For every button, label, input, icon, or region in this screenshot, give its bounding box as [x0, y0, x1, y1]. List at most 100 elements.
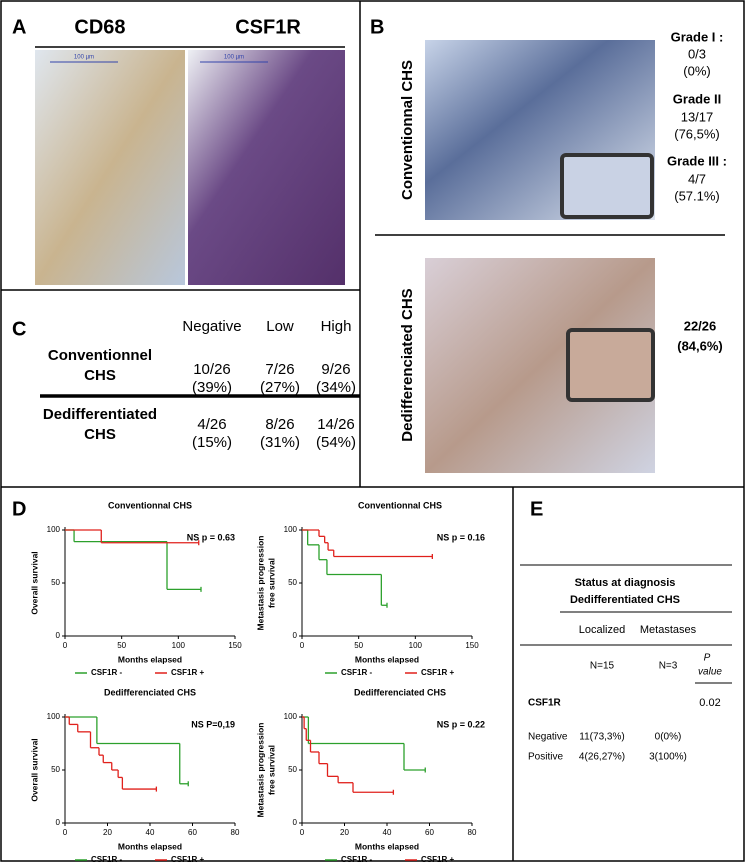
row-name: Negative: [528, 732, 568, 743]
y-tick-label: 100: [47, 712, 61, 721]
histology-image: [35, 50, 185, 285]
annotation: NS p = 0.16: [437, 532, 485, 542]
grade-name: Grade II: [673, 91, 721, 106]
cell-count: 14/26: [317, 416, 355, 433]
chart-title: Dedifferenciated CHS: [104, 687, 196, 697]
row-name: Positive: [528, 752, 563, 763]
row-name: Dedifferentiated: [43, 406, 157, 423]
chart-title: Conventionnal CHS: [358, 500, 442, 510]
column-header: Metastases: [640, 624, 697, 636]
p-value: 0.02: [699, 697, 720, 709]
x-tick-label: 60: [425, 828, 434, 837]
y-tick-label: 50: [288, 765, 297, 774]
legend-label: CSF1R -: [341, 668, 372, 677]
panel-label: A: [12, 16, 26, 38]
grade-pct: (57.1%): [674, 188, 720, 203]
chart-title: Conventionnal CHS: [108, 500, 192, 510]
column-header: Low: [266, 318, 294, 335]
stain-title: CD68: [74, 16, 125, 38]
y-tick-label: 100: [47, 525, 61, 534]
cell-count: 4/26: [197, 416, 226, 433]
p-header: P: [704, 653, 711, 664]
x-tick-label: 40: [383, 828, 392, 837]
grade-ratio: 0/3: [688, 46, 706, 61]
inset-image: [560, 153, 654, 219]
x-tick-label: 60: [188, 828, 197, 837]
n-label: N=15: [590, 661, 615, 672]
x-tick-label: 80: [231, 828, 240, 837]
y-axis-label: Metastasis progression: [255, 723, 265, 818]
legend-label: CSF1R +: [421, 855, 454, 862]
grade-ratio: 4/7: [688, 171, 706, 186]
row-name: Conventionnel: [48, 347, 152, 364]
n-label: N=3: [659, 661, 678, 672]
ratio: 22/26: [684, 318, 717, 333]
y-tick-label: 50: [288, 578, 297, 587]
legend-label: CSF1R +: [421, 668, 454, 677]
cell-pct: (34%): [316, 379, 356, 396]
cell: 3(100%): [649, 752, 687, 763]
row-name: CHS: [84, 426, 116, 443]
y-axis-label: Overall survival: [29, 551, 39, 614]
x-tick-label: 0: [63, 641, 68, 650]
x-axis-label: Months elapsed: [355, 654, 419, 664]
legend-label: CSF1R +: [171, 855, 204, 862]
y-axis-label: free survival: [266, 745, 276, 795]
cell: 0(0%): [655, 732, 682, 743]
column-header: High: [321, 318, 352, 335]
cell-pct: (27%): [260, 379, 300, 396]
row-title: Conventionnal CHS: [399, 60, 416, 200]
y-tick-label: 100: [284, 712, 298, 721]
x-tick-label: 20: [103, 828, 112, 837]
x-tick-label: 150: [228, 641, 242, 650]
x-tick-label: 20: [340, 828, 349, 837]
cell: 11(73,3%): [579, 732, 624, 743]
p-header: value: [698, 667, 722, 678]
scale-label: 100 µm: [74, 55, 94, 61]
cell-pct: (15%): [192, 434, 232, 451]
annotation: NS p = 0.22: [437, 719, 485, 729]
legend-label: CSF1R +: [171, 668, 204, 677]
panel-label: B: [370, 16, 384, 38]
y-axis-label: Overall survival: [29, 738, 39, 801]
stain-title: CSF1R: [235, 16, 301, 38]
row-title: Dedifferenciated CHS: [399, 288, 416, 441]
x-tick-label: 0: [300, 828, 305, 837]
y-tick-label: 0: [293, 818, 298, 827]
cell-count: 9/26: [321, 361, 350, 378]
grade-name: Grade I :: [671, 29, 724, 44]
grade-pct: (76,5%): [674, 126, 720, 141]
x-tick-label: 0: [300, 641, 305, 650]
inset-image: [566, 328, 655, 402]
cell-count: 8/26: [265, 416, 294, 433]
pct: (84,6%): [677, 338, 723, 353]
y-tick-label: 50: [51, 578, 60, 587]
legend-label: CSF1R -: [91, 855, 122, 862]
x-tick-label: 100: [409, 641, 423, 650]
column-header: Negative: [182, 318, 241, 335]
panel-label: C: [12, 318, 26, 340]
grade-name: Grade III :: [667, 153, 727, 168]
y-tick-label: 0: [56, 631, 61, 640]
cell-count: 10/26: [193, 361, 231, 378]
y-axis-label: Metastasis progression: [255, 536, 265, 631]
cell: 4(26,27%): [579, 752, 625, 763]
grade-ratio: 13/17: [681, 109, 714, 124]
legend-label: CSF1R -: [341, 855, 372, 862]
column-header: Localized: [579, 624, 625, 636]
x-tick-label: 100: [172, 641, 186, 650]
x-tick-label: 150: [465, 641, 479, 650]
annotation: NS p = 0.63: [187, 532, 235, 542]
annotation: NS P=0,19: [191, 719, 235, 729]
cell-count: 7/26: [265, 361, 294, 378]
y-axis-label: free survival: [266, 558, 276, 608]
x-axis-label: Months elapsed: [118, 654, 182, 664]
cell-pct: (54%): [316, 434, 356, 451]
panel-label: E: [530, 498, 543, 520]
group-name: CSF1R: [528, 698, 562, 709]
x-tick-label: 50: [117, 641, 126, 650]
x-axis-label: Months elapsed: [355, 841, 419, 851]
chart-title: Dedifferenciated CHS: [354, 687, 446, 697]
